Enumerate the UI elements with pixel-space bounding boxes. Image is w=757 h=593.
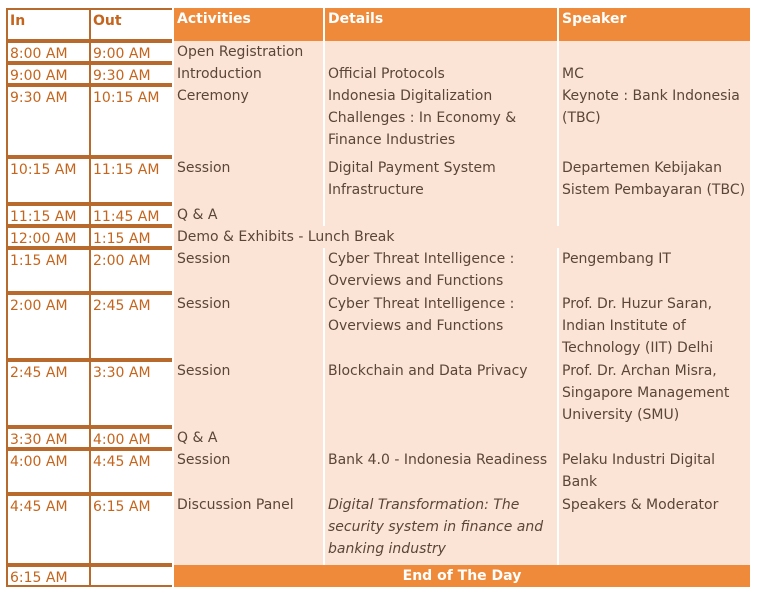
table-row: 1:15 AM 2:00 AM Session Cyber Threat Int… [6,248,750,293]
speaker [557,204,750,226]
details [323,427,557,449]
out-time: 11:45 AM [89,204,174,226]
in-time: 3:30 AM [6,427,91,449]
header-activities: Activities [172,8,323,41]
in-time: 6:15 AM [6,565,91,587]
details: Cyber Threat Intelligence : Overviews an… [323,293,557,360]
speaker: Prof. Dr. Archan Misra, Singapore Manage… [557,360,750,427]
table-row: 12:00 AM 1:15 AM Demo & Exhibits - Lunch… [6,226,750,248]
out-time: 10:15 AM [89,85,174,157]
out-time: 4:00 AM [89,427,174,449]
table-row: 3:30 AM 4:00 AM Q & A [6,427,750,449]
out-time: 1:15 AM [89,226,174,248]
speaker [557,41,750,63]
out-time: 3:30 AM [89,360,174,427]
details: Indonesia Digitalization Challenges : In… [323,85,557,157]
end-of-day-label: End of The Day [172,565,750,587]
activity: Session [172,293,323,360]
activity: Open Registration [172,41,323,63]
in-time: 12:00 AM [6,226,91,248]
header-speaker: Speaker [557,8,750,41]
details: Digital Transformation: The security sys… [323,494,557,565]
table-row: 9:30 AM 10:15 AM Ceremony Indonesia Digi… [6,85,750,157]
activity: Session [172,248,323,293]
details [323,204,557,226]
details [323,41,557,63]
activity: Session [172,360,323,427]
out-time: 11:15 AM [89,157,174,204]
in-time: 4:45 AM [6,494,91,565]
activity: Discussion Panel [172,494,323,565]
table-row: 4:00 AM 4:45 AM Session Bank 4.0 - Indon… [6,449,750,494]
table-row: 10:15 AM 11:15 AM Session Digital Paymen… [6,157,750,204]
speaker: Speakers & Moderator [557,494,750,565]
details: Digital Payment System Infrastructure [323,157,557,204]
activity: Q & A [172,204,323,226]
table-row: 2:00 AM 2:45 AM Session Cyber Threat Int… [6,293,750,360]
header-details: Details [323,8,557,41]
header-row: In Out Activities Details Speaker [6,8,750,41]
activity: Session [172,449,323,494]
out-time: 6:15 AM [89,494,174,565]
speaker: Pengembang IT [557,248,750,293]
in-time: 8:00 AM [6,41,91,63]
table-row: 2:45 AM 3:30 AM Session Blockchain and D… [6,360,750,427]
out-time: 4:45 AM [89,449,174,494]
header-out: Out [89,8,174,41]
speaker: Keynote : Bank Indonesia (TBC) [557,85,750,157]
out-time: 9:00 AM [89,41,174,63]
header-in: In [6,8,91,41]
details: Bank 4.0 - Indonesia Readiness [323,449,557,494]
out-time: 2:45 AM [89,293,174,360]
speaker: MC [557,63,750,85]
speaker: Pelaku Industri Digital Bank [557,449,750,494]
in-time: 1:15 AM [6,248,91,293]
details: Cyber Threat Intelligence : Overviews an… [323,248,557,293]
activity: Introduction [172,63,323,85]
table-row: 4:45 AM 6:15 AM Discussion Panel Digital… [6,494,750,565]
out-time [89,565,174,587]
out-time: 9:30 AM [89,63,174,85]
activity: Demo & Exhibits - Lunch Break [172,226,750,248]
activity: Ceremony [172,85,323,157]
in-time: 9:00 AM [6,63,91,85]
end-row: 6:15 AM End of The Day [6,565,750,587]
table-row: 9:00 AM 9:30 AM Introduction Official Pr… [6,63,750,85]
in-time: 2:00 AM [6,293,91,360]
in-time: 2:45 AM [6,360,91,427]
table-row: 11:15 AM 11:45 AM Q & A [6,204,750,226]
in-time: 11:15 AM [6,204,91,226]
in-time: 9:30 AM [6,85,91,157]
out-time: 2:00 AM [89,248,174,293]
details: Official Protocols [323,63,557,85]
speaker: Departemen Kebijakan Sistem Pembayaran (… [557,157,750,204]
in-time: 4:00 AM [6,449,91,494]
speaker: Prof. Dr. Huzur Saran, Indian Institute … [557,293,750,360]
details: Blockchain and Data Privacy [323,360,557,427]
speaker [557,427,750,449]
in-time: 10:15 AM [6,157,91,204]
activity: Q & A [172,427,323,449]
activity: Session [172,157,323,204]
table-row: 8:00 AM 9:00 AM Open Registration [6,41,750,63]
